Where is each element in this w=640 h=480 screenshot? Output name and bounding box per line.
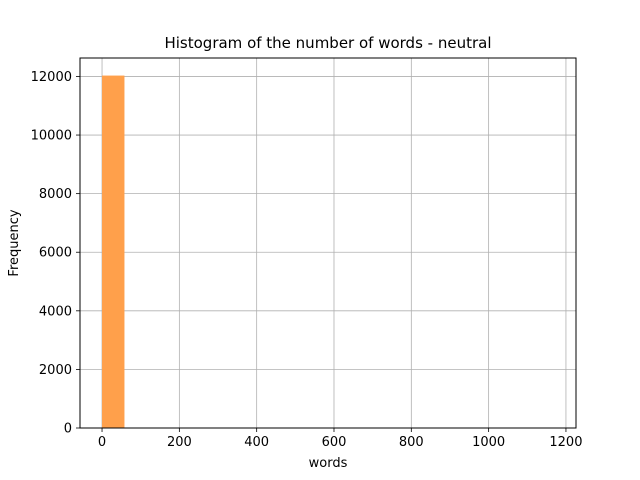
grid-lines (80, 58, 576, 429)
y-axis-title: Frequency (7, 209, 22, 276)
histogram-bar (102, 75, 125, 428)
x-tick-label: 1000 (472, 435, 505, 450)
y-tick-label: 12000 (31, 70, 72, 85)
y-tick-label: 0 (64, 422, 72, 437)
histogram-bars (102, 75, 125, 428)
x-tick-labels: 0 200 400 600 800 1000 1200 (98, 435, 583, 450)
y-tick-label: 4000 (39, 304, 72, 319)
y-tick-label: 2000 (39, 363, 72, 378)
y-tick-label: 10000 (31, 129, 72, 144)
plot-area-frame (79, 57, 577, 429)
x-tick-label: 1200 (549, 435, 582, 450)
y-tick-label: 6000 (39, 246, 72, 261)
x-tick-label: 400 (244, 435, 269, 450)
chart-title: Histogram of the number of words - neutr… (164, 34, 491, 52)
y-tick-label: 8000 (39, 187, 72, 202)
x-axis-title: words (309, 456, 348, 471)
x-tick-label: 0 (98, 435, 106, 450)
x-tick-label: 600 (322, 435, 347, 450)
axis-ticks (76, 76, 567, 432)
y-tick-labels: 0 2000 4000 6000 8000 10000 12000 (31, 70, 72, 437)
x-tick-label: 800 (399, 435, 424, 450)
x-tick-label: 200 (167, 435, 192, 450)
